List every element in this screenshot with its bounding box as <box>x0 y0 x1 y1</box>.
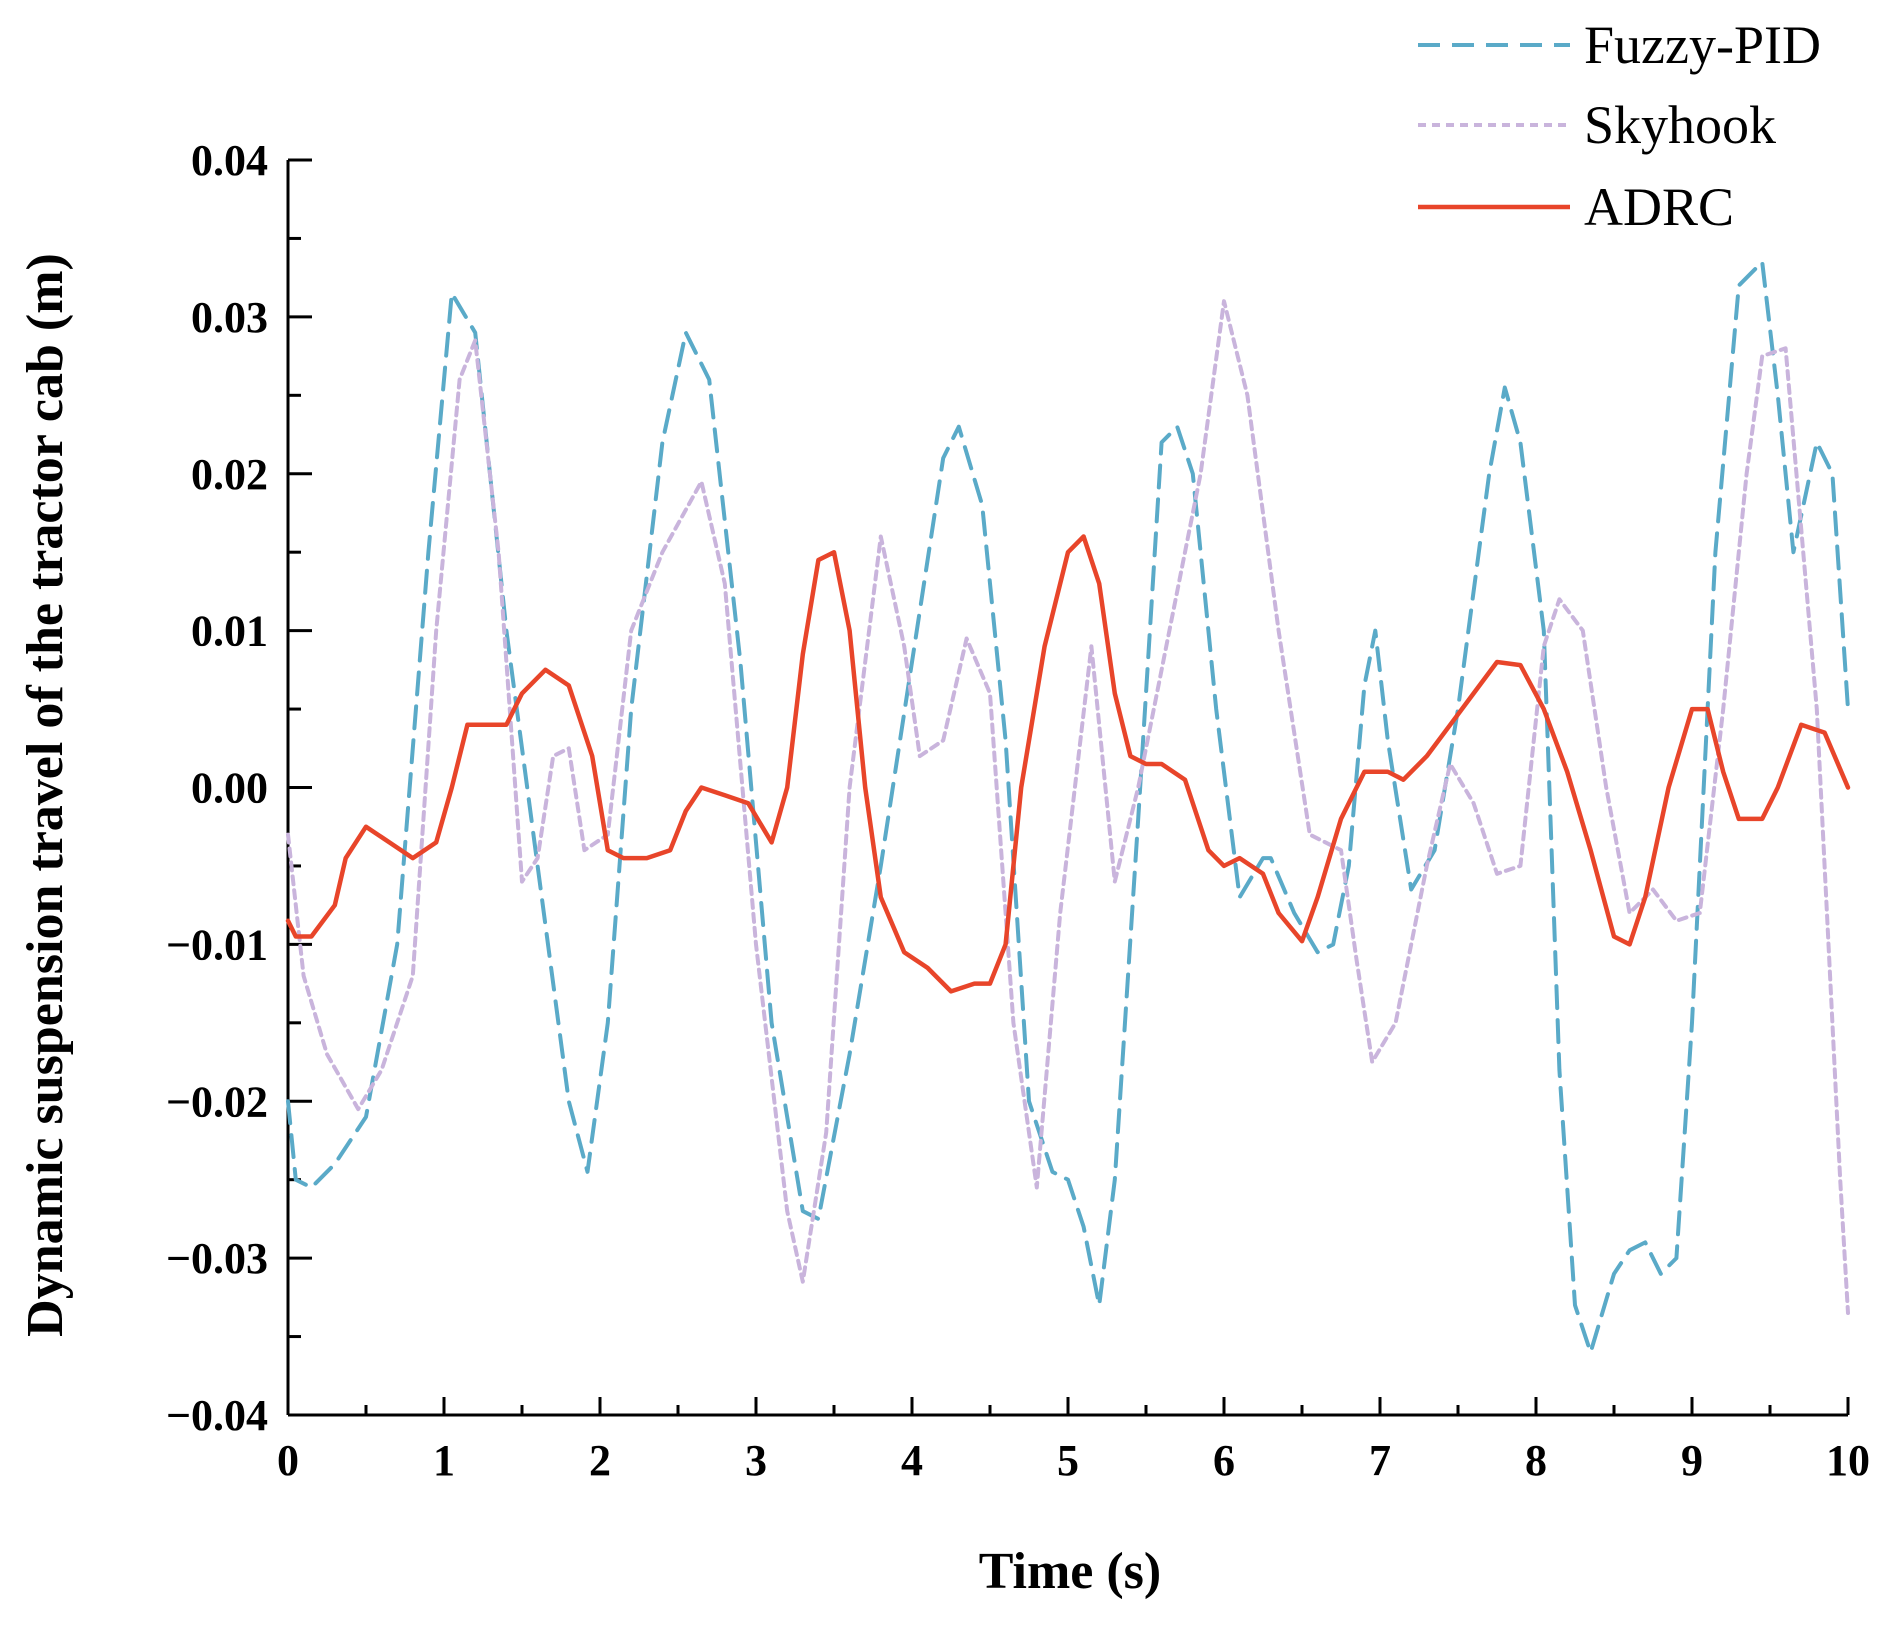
y-tick-label-0: −0.04 <box>166 1391 268 1440</box>
x-tick-label-1: 1 <box>433 1436 455 1485</box>
series-adrc-line <box>285 534 1851 994</box>
series-skyhook-line <box>286 299 1850 1315</box>
plot-series <box>285 260 1851 1355</box>
ticks <box>286 158 1850 1417</box>
y-tick-label-5: 0.01 <box>191 607 268 656</box>
x-tick-label-4: 4 <box>901 1436 923 1485</box>
x-tick-label-9: 9 <box>1681 1436 1703 1485</box>
x-tick-label-0: 0 <box>277 1436 299 1485</box>
x-tick-label-2: 2 <box>589 1436 611 1485</box>
y-axis-title: Dynamic suspension travel of the tractor… <box>17 253 74 1337</box>
y-tick-label-6: 0.02 <box>191 450 268 499</box>
tick-labels: 0 1 2 3 4 5 6 7 8 9 10 −0.04 −0.03 −0.02 −0.01 0.00 0.01… <box>166 136 1870 1485</box>
x-axis-title: Time (s) <box>979 1543 1161 1600</box>
y-tick-label-3: −0.01 <box>166 920 268 969</box>
y-tick-label-7: 0.03 <box>191 293 268 342</box>
legend-label-adrc: ADRC <box>1584 177 1734 237</box>
legend-label-fuzzy-pid: Fuzzy-PID <box>1584 15 1821 75</box>
x-tick-label-5: 5 <box>1057 1436 1079 1485</box>
y-axis-title-group: Dynamic suspension travel of the tractor… <box>17 253 74 1337</box>
x-tick-label-7: 7 <box>1369 1436 1391 1485</box>
y-tick-label-8: 0.04 <box>191 136 268 185</box>
x-tick-label-8: 8 <box>1525 1436 1547 1485</box>
y-tick-label-4: 0.00 <box>191 764 268 813</box>
y-tick-label-1: −0.03 <box>166 1234 268 1283</box>
x-tick-label-3: 3 <box>745 1436 767 1485</box>
legend-label-skyhook: Skyhook <box>1584 95 1776 155</box>
axes <box>286 160 1848 1417</box>
legend: Fuzzy-PID Skyhook ADRC <box>1418 15 1821 237</box>
x-tick-label-10: 10 <box>1826 1436 1870 1485</box>
series-fuzzy-pid-line <box>286 260 1850 1355</box>
x-tick-label-6: 6 <box>1213 1436 1235 1485</box>
y-tick-label-2: −0.02 <box>166 1077 268 1126</box>
